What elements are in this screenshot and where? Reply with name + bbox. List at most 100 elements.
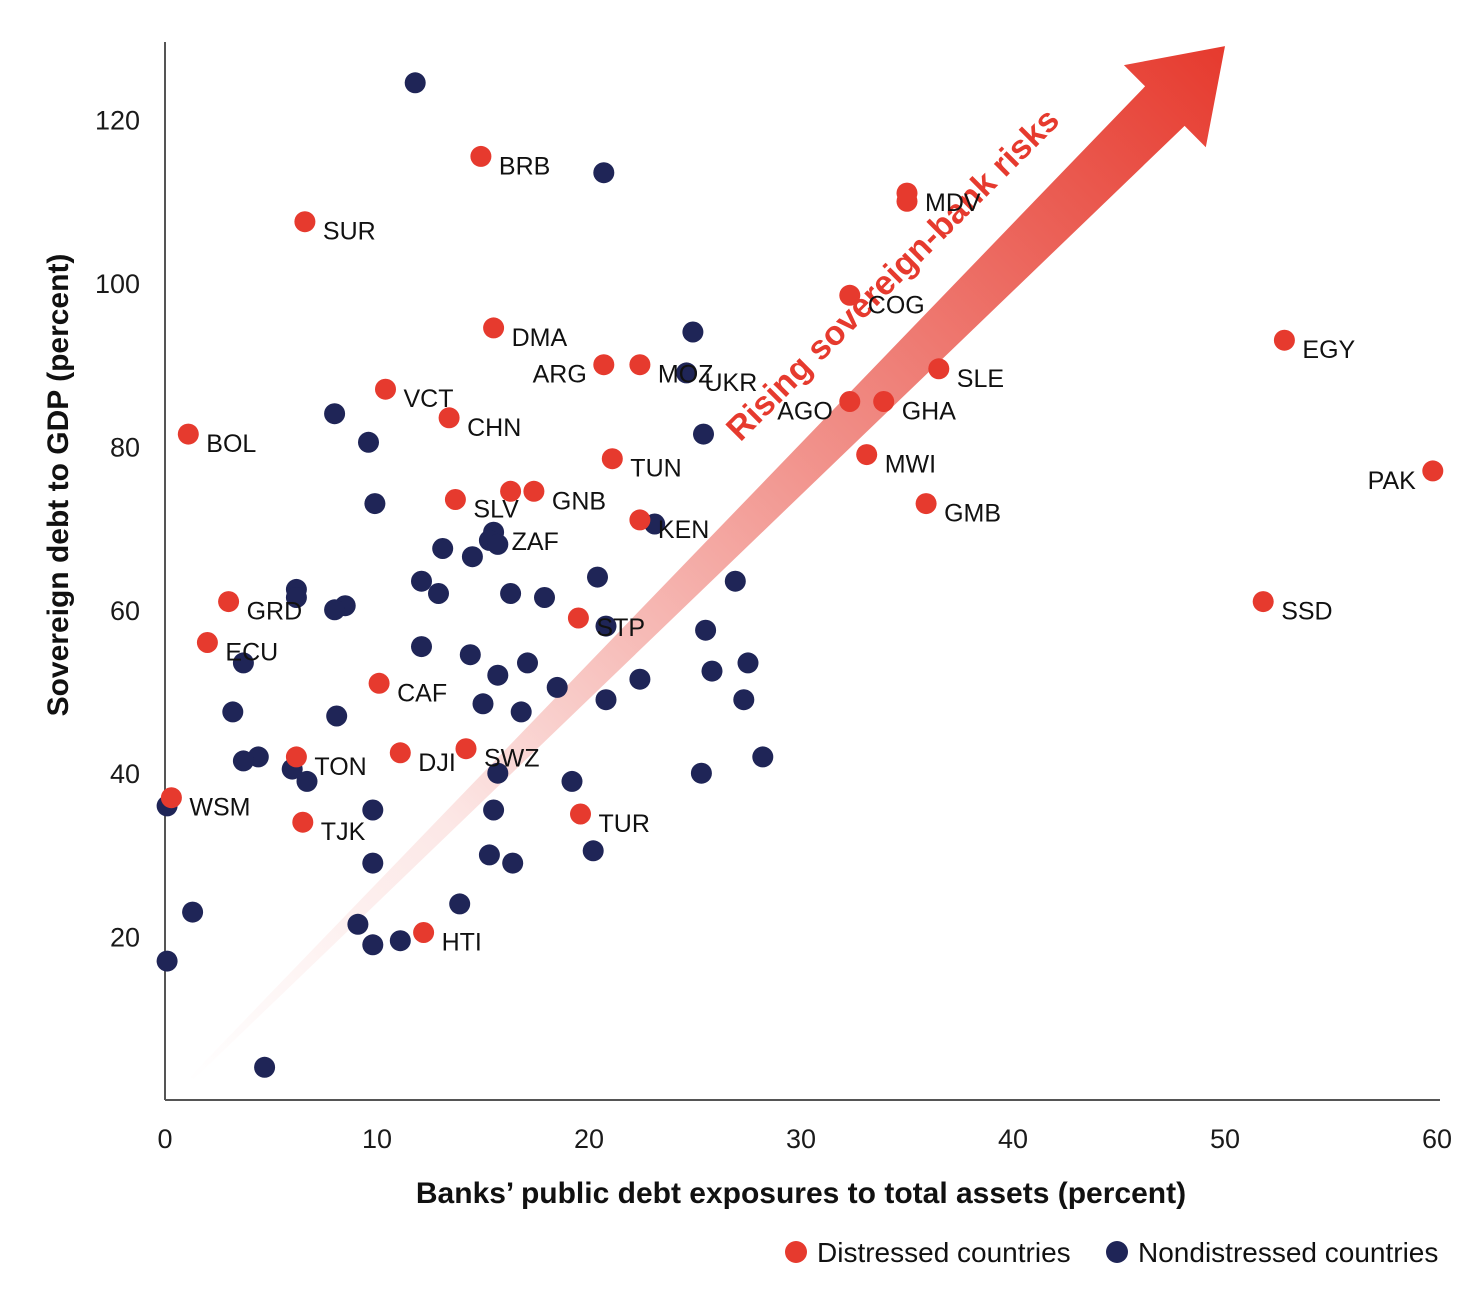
risk-arrow-shape	[184, 46, 1225, 1086]
distressed-point	[294, 211, 316, 233]
distressed-point	[601, 448, 623, 470]
distressed-point	[839, 391, 861, 412]
distressed-point	[523, 480, 545, 502]
x-tick-label: 40	[998, 1124, 1028, 1154]
nondistressed-point	[459, 644, 481, 666]
distressed-point	[896, 190, 918, 212]
nondistressed-point	[682, 321, 704, 343]
nondistressed-point	[676, 362, 697, 384]
point-label: TUN	[630, 455, 681, 483]
nondistressed-point	[362, 852, 384, 874]
nondistressed-point	[472, 693, 494, 715]
nondistressed-point	[487, 664, 509, 686]
nondistressed-point	[347, 913, 369, 935]
distressed-point	[570, 803, 591, 825]
distressed-point	[593, 354, 615, 376]
point-label: COG	[868, 291, 925, 319]
x-tick-labels: 0 10 20 30 40 50 60	[157, 1124, 1452, 1154]
y-tick-label: 60	[110, 596, 140, 626]
point-label: UKR	[705, 369, 758, 397]
risk-arrow: Rising sovereign-bank risks	[184, 46, 1225, 1086]
point-label: HTI	[442, 929, 482, 957]
data-points	[156, 72, 1444, 1078]
nondistressed-point	[752, 746, 774, 768]
legend: Distressed countries Nondistressed count…	[785, 1237, 1438, 1268]
distressed-point	[856, 444, 878, 466]
nondistressed-point	[389, 930, 411, 952]
nondistressed-point	[182, 901, 204, 923]
nondistressed-point	[404, 72, 426, 94]
nondistressed-point	[546, 676, 568, 698]
x-tick-label: 0	[157, 1124, 172, 1154]
nondistressed-point	[411, 636, 432, 658]
nondistressed-point	[737, 652, 759, 674]
nondistressed-point	[449, 893, 471, 915]
nondistressed-point	[724, 570, 746, 592]
point-label: BRB	[499, 152, 550, 180]
point-label: SWZ	[484, 745, 540, 773]
point-label: SLE	[957, 365, 1004, 393]
distressed-point	[218, 591, 240, 613]
distressed-point	[629, 509, 651, 531]
point-label: VCT	[404, 385, 454, 413]
nondistressed-point	[701, 660, 723, 682]
legend-label-distressed: Distressed countries	[817, 1237, 1071, 1268]
nondistressed-point	[326, 705, 348, 727]
point-labels: UKR ZAF BRB SUR MDV COG DMA ARG MOZ EGY SLE VCT CHN A…	[189, 152, 1416, 956]
nondistressed-point	[478, 844, 500, 866]
x-axis-title: Banks’ public debt exposures to total as…	[416, 1177, 1186, 1210]
nondistressed-point	[487, 762, 509, 784]
nondistressed-point	[500, 583, 522, 604]
x-tick-label: 30	[786, 1124, 816, 1154]
point-label: ZAF	[512, 528, 559, 556]
distressed-point	[389, 742, 411, 764]
distressed-point	[483, 317, 505, 339]
point-label: GHA	[902, 398, 957, 426]
nondistressed-point	[693, 423, 714, 445]
point-label: AGO	[777, 398, 833, 426]
distressed-point	[375, 378, 396, 400]
legend-label-nondistressed: Nondistressed countries	[1138, 1237, 1438, 1268]
distressed-point	[196, 632, 218, 653]
nondistressed-point	[461, 546, 483, 568]
distressed-point	[160, 787, 182, 809]
point-label: STP	[596, 614, 645, 642]
distressed-point	[1273, 329, 1295, 351]
x-tick-label: 50	[1210, 1124, 1240, 1154]
nondistressed-point	[324, 599, 346, 621]
distressed-point	[629, 354, 651, 376]
nondistressed-point	[593, 162, 615, 184]
nondistressed-point	[222, 701, 244, 723]
legend-marker-nondistressed	[1106, 1241, 1128, 1263]
distressed-point	[873, 391, 895, 412]
x-tick-label: 10	[362, 1124, 392, 1154]
distressed-point	[177, 423, 199, 445]
y-axis-title: Sovereign debt to GDP (percent)	[42, 254, 75, 717]
nondistressed-point	[487, 533, 509, 555]
point-label: MWI	[885, 451, 936, 479]
point-label: SUR	[323, 218, 376, 246]
nondistressed-point	[232, 750, 254, 772]
distressed-point	[928, 358, 950, 380]
x-tick-label: 20	[574, 1124, 604, 1154]
nondistressed-point	[296, 770, 318, 792]
nondistressed-point	[364, 493, 386, 515]
point-label: DMA	[512, 324, 568, 352]
nondistressed-point	[411, 570, 432, 592]
distressed-point	[1252, 591, 1274, 613]
y-tick-label: 120	[95, 106, 140, 136]
y-tick-label: 80	[110, 432, 140, 462]
point-label: MOZ	[658, 361, 714, 389]
point-label: EGY	[1302, 336, 1355, 364]
point-label: SSD	[1281, 598, 1332, 626]
point-label: DJI	[418, 749, 456, 777]
nondistressed-point	[285, 587, 307, 608]
distressed-point	[470, 145, 492, 167]
nondistressed-point	[629, 668, 651, 690]
nondistressed-point	[432, 538, 454, 559]
point-label: CHN	[467, 414, 521, 442]
nondistressed-point	[156, 950, 178, 972]
point-label: WSM	[189, 794, 250, 822]
point-label: GNB	[552, 487, 606, 515]
